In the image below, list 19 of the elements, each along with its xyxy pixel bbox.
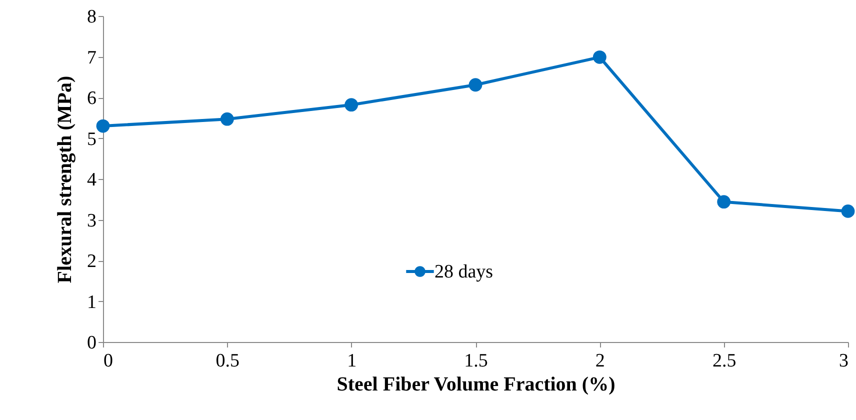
- x-tick-label: 3: [839, 350, 848, 372]
- x-tick-label: 0.5: [216, 350, 240, 372]
- y-tick-label: 0: [87, 332, 96, 354]
- y-tick-label: 4: [87, 170, 97, 190]
- legend-label: 28 days: [434, 262, 494, 282]
- x-tick-label: 0: [104, 350, 113, 372]
- y-tick-label: 8: [87, 6, 96, 28]
- y-tick-label: 3: [87, 210, 96, 232]
- x-tick-label: 1.5: [464, 350, 488, 372]
- y-tick-label: 1: [87, 292, 96, 313]
- x-tick-label: 1: [347, 350, 357, 372]
- y-tick-label: 7: [87, 47, 96, 68]
- x-tick-label: 2.5: [712, 350, 736, 372]
- y-tick-label: 5: [87, 128, 96, 150]
- x-tick-label: 2: [595, 350, 605, 372]
- y-axis-title: Flexural strength (MPa): [54, 76, 76, 284]
- x-axis-title: Steel Fiber Volume Fraction (%): [336, 374, 616, 396]
- y-tick-label: 2: [87, 251, 96, 272]
- y-tick-label: 6: [87, 88, 96, 109]
